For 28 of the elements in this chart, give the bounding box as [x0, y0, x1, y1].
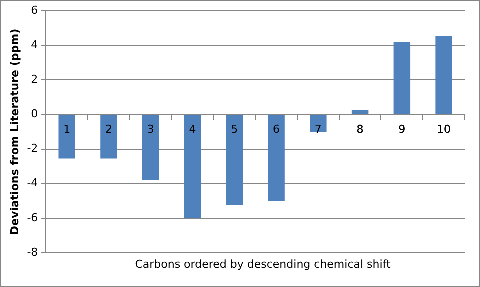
x-tick-label: 9 — [398, 123, 406, 136]
x-tick-label: 4 — [189, 123, 196, 136]
x-tick-label: 8 — [356, 123, 364, 136]
y-tick-label: -6 — [27, 211, 38, 224]
bar — [226, 115, 244, 206]
bar — [436, 36, 452, 114]
y-tick-label: -4 — [27, 176, 38, 190]
x-tick-label: 10 — [437, 123, 452, 136]
bar — [58, 115, 76, 159]
y-axis-title: Deviations from Literature (ppm) — [8, 28, 22, 236]
bar — [352, 110, 369, 114]
x-tick-label: 6 — [273, 123, 280, 136]
x-tick-label: 2 — [105, 123, 112, 136]
bar — [268, 115, 285, 202]
bar — [142, 115, 160, 180]
y-tick-label: -8 — [27, 246, 38, 259]
y-tick-label: 2 — [31, 73, 38, 86]
bar — [394, 42, 411, 114]
x-tick-label: 5 — [231, 123, 238, 136]
x-tick-label: 3 — [147, 123, 154, 136]
y-tick-label: 0 — [31, 108, 38, 121]
bar — [184, 115, 202, 218]
x-axis-title: Carbons ordered by descending chemical shift — [134, 258, 392, 271]
y-tick-label: -2 — [27, 142, 38, 156]
y-tick-label: 6 — [31, 4, 38, 17]
y-tick-label: 4 — [31, 38, 38, 52]
x-tick-label: 1 — [64, 123, 71, 136]
bar — [100, 115, 118, 159]
